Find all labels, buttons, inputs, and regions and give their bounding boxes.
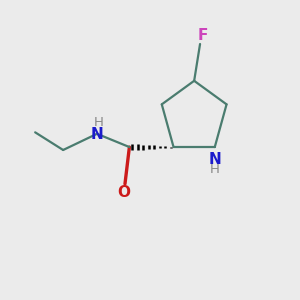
Text: O: O <box>117 185 130 200</box>
Text: H: H <box>210 163 220 176</box>
Text: H: H <box>94 116 103 129</box>
Text: N: N <box>208 152 221 167</box>
Text: F: F <box>197 28 208 43</box>
Text: N: N <box>91 127 103 142</box>
